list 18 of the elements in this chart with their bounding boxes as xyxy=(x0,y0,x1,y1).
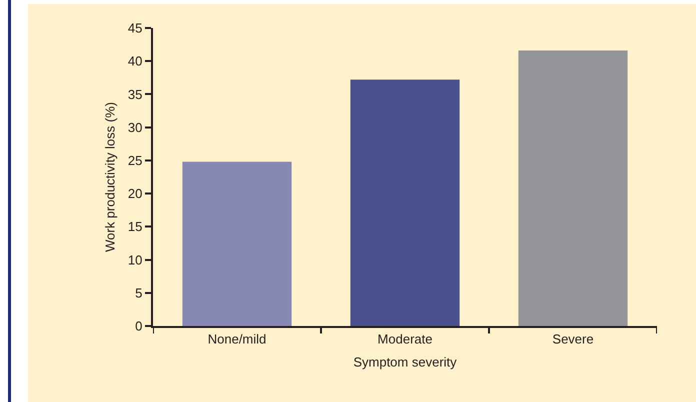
y-tick-label: 10 xyxy=(128,252,142,268)
y-tick-label: 40 xyxy=(128,54,142,69)
x-axis-title: Symptom severity xyxy=(353,354,458,370)
y-tick-label: 0 xyxy=(135,318,142,334)
y-tick-label: 15 xyxy=(128,219,142,234)
y-tick-label: 20 xyxy=(128,186,142,202)
y-tick-label: 45 xyxy=(128,20,142,36)
x-tick-label: None/mild xyxy=(208,332,266,347)
x-tick-label: Moderate xyxy=(378,332,432,347)
y-tick-label: 30 xyxy=(128,120,142,135)
y-axis-title: Work productivity loss (%) xyxy=(102,102,118,252)
y-tick-label: 5 xyxy=(135,285,142,300)
bar xyxy=(182,162,292,326)
y-tick-label: 35 xyxy=(128,86,142,102)
y-tick-label: 25 xyxy=(128,152,142,168)
bar xyxy=(518,50,628,326)
bar xyxy=(350,80,460,326)
x-tick-label: Severe xyxy=(552,332,594,347)
